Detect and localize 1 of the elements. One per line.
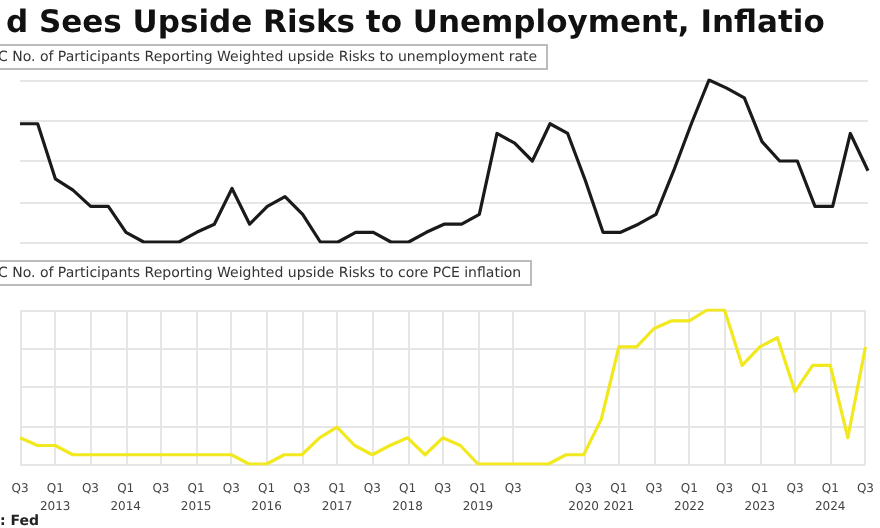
chart-title: d Sees Upside Risks to Unemployment, Inflatio [6, 4, 825, 40]
